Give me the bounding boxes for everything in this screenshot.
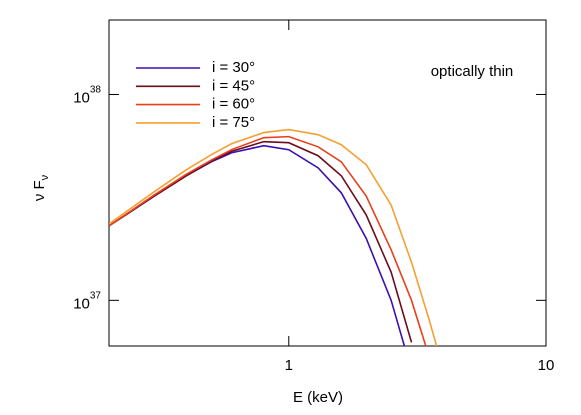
y-tick-label: 1038 [73,84,101,106]
x-tick-label: 10 [538,357,555,374]
x-axis-label: E (keV) [293,389,343,406]
x-tick-label: 1 [285,357,293,374]
y-label-sub: ν [39,174,51,180]
series-line [109,135,427,346]
plot-area [109,128,438,346]
series-line [109,128,438,346]
y-tick-base: 10 [73,295,90,312]
annotation: optically thin [431,63,514,80]
plot-frame [108,19,547,347]
series-line [109,140,413,343]
y-tick-label: 1037 [73,290,101,312]
series-line [109,144,406,346]
legend-label: i = 45° [212,77,255,94]
legend-label: i = 60° [212,96,255,113]
legend-label: i = 75° [212,114,255,131]
y-tick-exponent: 37 [90,290,102,301]
y-tick-exponent: 38 [90,84,102,95]
y-tick-base: 10 [73,89,90,106]
y-axis-label: ν Fν [31,174,51,201]
y-label-main: ν F [31,180,48,201]
legend-label: i = 30° [212,59,255,76]
